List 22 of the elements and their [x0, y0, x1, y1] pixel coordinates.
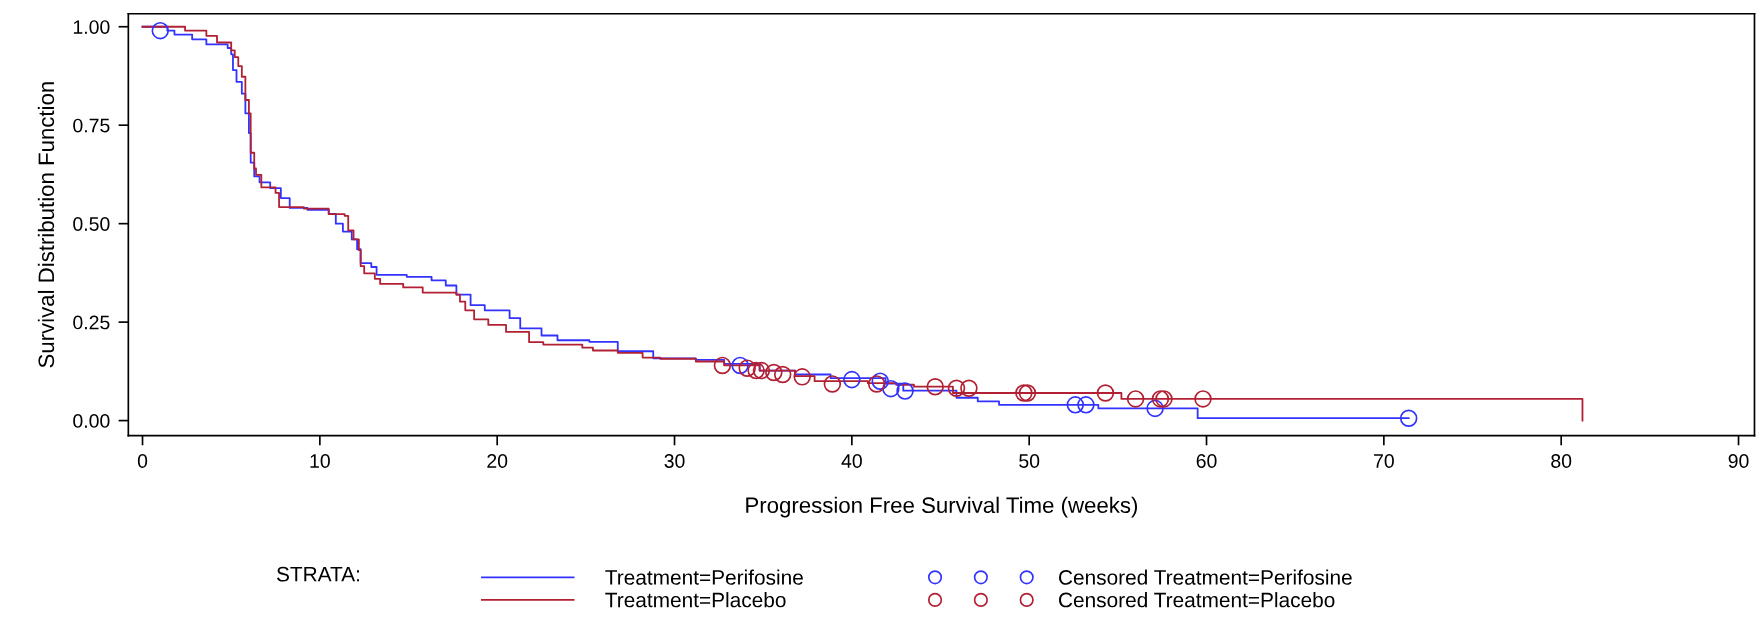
legend-label: Censored Treatment=Placebo — [1059, 592, 1335, 608]
x-tick-label: 0 — [137, 454, 148, 468]
x-tick-label: 90 — [1728, 454, 1749, 468]
x-tick-label: 70 — [1374, 454, 1394, 468]
y-axis-title: Survival Distribution Function — [37, 82, 55, 368]
y-tick-label: 0.75 — [73, 118, 110, 133]
x-tick-label: 40 — [841, 454, 862, 468]
y-tick-label: 1.00 — [73, 20, 110, 34]
x-tick-label: 80 — [1551, 454, 1572, 468]
y-tick-label: 0.50 — [73, 217, 110, 231]
legend-title: STRATA: — [276, 566, 359, 582]
x-tick-label: 20 — [487, 454, 508, 468]
x-tick-label: 60 — [1196, 454, 1217, 468]
x-tick-label: 50 — [1019, 454, 1040, 468]
y-tick-label: 0.00 — [73, 414, 110, 428]
x-axis-title: Progression Free Survival Time (weeks) — [746, 496, 1138, 518]
y-tick-label: 0.25 — [73, 315, 110, 330]
x-tick-label: 30 — [664, 454, 685, 468]
legend-label: Censored Treatment=Perifosine — [1059, 569, 1352, 585]
legend-label: Treatment=Perifosine — [605, 569, 803, 585]
legend-label: Treatment=Placebo — [605, 592, 786, 608]
x-tick-label: 10 — [310, 454, 330, 468]
